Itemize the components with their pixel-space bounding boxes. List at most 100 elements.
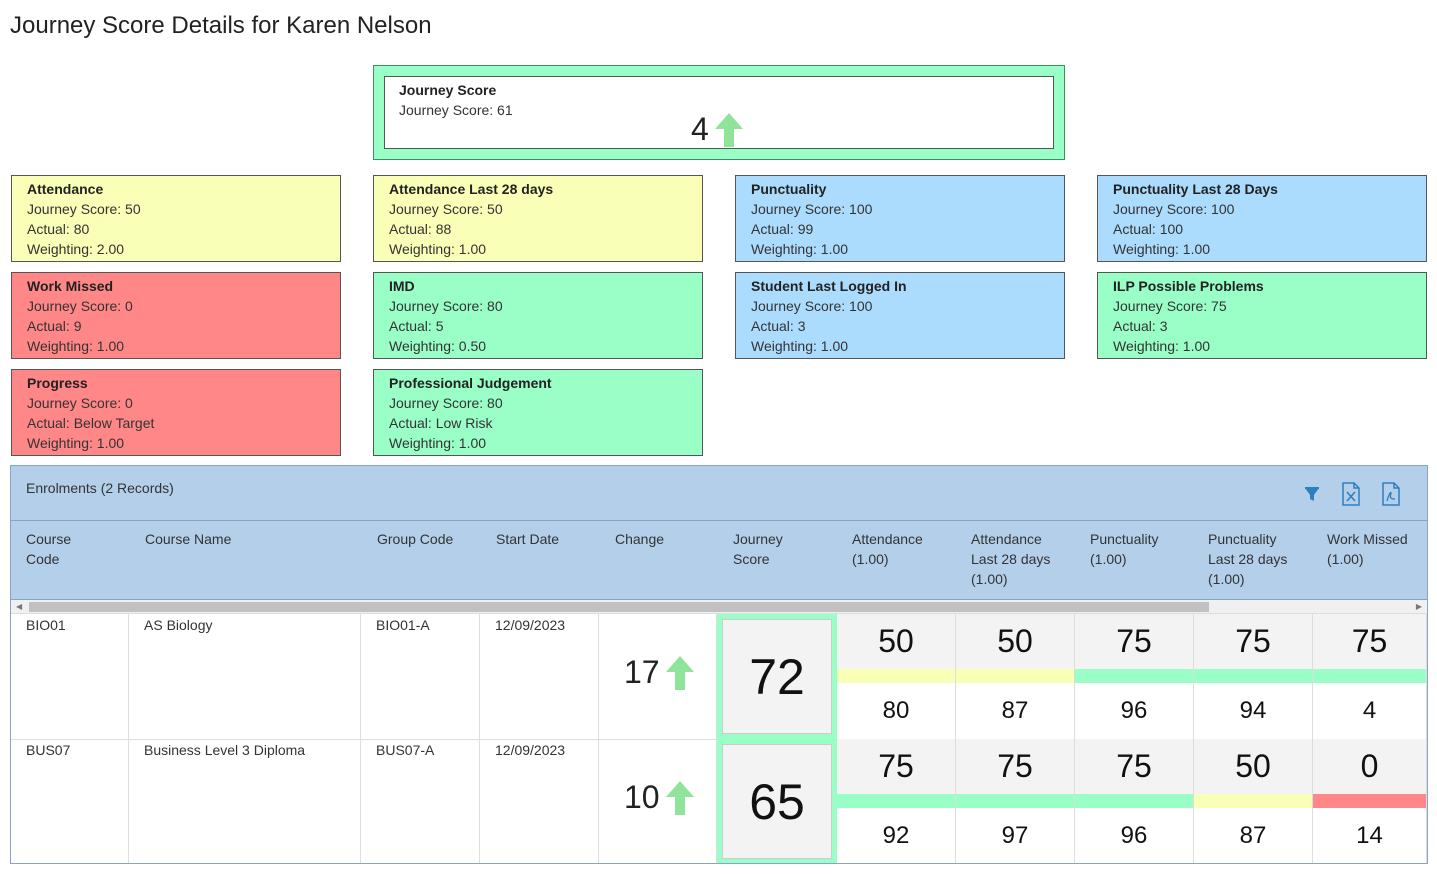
- column-header-punctuality-28[interactable]: Punctuality Last 28 days (1.00): [1208, 529, 1287, 589]
- metric-status-bar: [1075, 794, 1193, 808]
- course-name-cell: Business Level 3 Diploma: [129, 739, 361, 863]
- metric-actual: 94: [1239, 697, 1267, 724]
- column-header-course-name[interactable]: Course Name: [145, 529, 231, 549]
- scroll-right-icon[interactable]: ▶: [1415, 602, 1422, 611]
- metric-status-bar: [1313, 669, 1426, 683]
- scroll-thumb[interactable]: [29, 602, 1209, 612]
- enrolments-grid: Enrolments (2 Records) Course Code Course …: [10, 465, 1428, 864]
- column-header-line: Last 28 days: [971, 551, 1051, 567]
- column-header-group-code[interactable]: Group Code: [377, 529, 453, 549]
- metric-card-weighting: Weighting: 1.00: [27, 435, 125, 451]
- scroll-left-icon[interactable]: ◀: [16, 602, 23, 611]
- metric-card-title: Professional Judgement: [389, 375, 552, 391]
- metric-score: 75: [956, 739, 1074, 794]
- column-header-line: (1.00): [1208, 571, 1245, 587]
- arrow-up-icon: [665, 780, 694, 815]
- metric-card-title: Punctuality Last 28 Days: [1113, 181, 1278, 197]
- column-header-attendance[interactable]: Attendance (1.00): [852, 529, 923, 569]
- start-date-cell: 12/09/2023: [480, 614, 599, 739]
- column-header-line: Group Code: [377, 531, 454, 547]
- column-header-line: Journey: [733, 531, 783, 547]
- metric-card: ILP Possible Problems Journey Score: 75 Ac…: [1097, 272, 1427, 359]
- metric-card-journey-score: Journey Score: 100: [1113, 201, 1235, 217]
- metric-card: Attendance Last 28 days Journey Score: 50…: [373, 175, 703, 262]
- metric-card-journey-score: Journey Score: 0: [27, 395, 133, 411]
- excel-export-icon[interactable]: [1340, 482, 1362, 506]
- change-value: 17: [624, 654, 660, 690]
- change-cell: 17: [599, 614, 717, 739]
- metric-card-weighting: Weighting: 1.00: [389, 435, 487, 451]
- column-header-start-date[interactable]: Start Date: [496, 529, 559, 549]
- metric-actual: 92: [882, 822, 910, 849]
- pdf-export-icon[interactable]: [1380, 482, 1402, 506]
- metric-cell: 50 87: [956, 614, 1075, 739]
- change-value-group: 17: [624, 654, 694, 691]
- change-value: 10: [624, 779, 660, 815]
- journey-score-change: 4: [691, 111, 743, 148]
- column-header-line: Course: [26, 531, 72, 547]
- metric-cell: 75 4: [1313, 614, 1427, 739]
- metric-card-journey-score: Journey Score: 50: [27, 201, 141, 217]
- metric-card-title: Work Missed: [27, 278, 114, 294]
- metric-score: 75: [1075, 614, 1193, 669]
- metric-actual: 14: [1356, 822, 1383, 849]
- metric-card-actual: Actual: Low Risk: [389, 415, 493, 431]
- journey-score-box: 65: [717, 739, 837, 863]
- metric-status-bar: [837, 669, 955, 683]
- metric-status-bar: [1194, 669, 1312, 683]
- journey-score-inner: Journey Score Journey Score: 61 4: [384, 76, 1054, 149]
- metric-card: IMD Journey Score: 80 Actual: 5 Weighting: …: [373, 272, 703, 359]
- journey-score-box: 72: [717, 614, 837, 739]
- metric-actual: 87: [1001, 697, 1029, 724]
- metric-status-bar: [956, 669, 1074, 683]
- metric-card-weighting: Weighting: 1.00: [27, 338, 125, 354]
- column-header-work-missed[interactable]: Work Missed (1.00): [1327, 529, 1408, 569]
- metric-score: 75: [1075, 739, 1193, 794]
- journey-score-title: Journey Score: [399, 82, 497, 98]
- metric-card-actual: Actual: 3: [1113, 318, 1168, 334]
- metric-card-title: Student Last Logged In: [751, 278, 907, 294]
- metric-card-journey-score: Journey Score: 0: [27, 298, 133, 314]
- metric-cell: 50 80: [837, 614, 956, 739]
- metric-card-title: ILP Possible Problems: [1113, 278, 1264, 294]
- group-code-cell: BIO01-A: [361, 614, 480, 739]
- column-header-course-code[interactable]: Course Code: [26, 529, 71, 569]
- column-header-journey-score[interactable]: Journey Score: [733, 529, 783, 569]
- journey-score-value: 65: [722, 744, 832, 859]
- metric-status-bar: [956, 794, 1074, 808]
- metric-card-weighting: Weighting: 1.00: [1113, 338, 1211, 354]
- metric-cell: 75 94: [1194, 614, 1313, 739]
- metric-card-actual: Actual: 9: [27, 318, 82, 334]
- grid-title: Enrolments (2 Records): [26, 480, 174, 496]
- change-cell: 10: [599, 739, 717, 863]
- metric-card-title: Attendance Last 28 days: [389, 181, 554, 197]
- column-header-attendance-28[interactable]: Attendance Last 28 days (1.00): [971, 529, 1050, 589]
- column-header-change[interactable]: Change: [615, 529, 664, 549]
- filter-icon[interactable]: [1301, 482, 1323, 506]
- metric-card-title: Punctuality: [751, 181, 827, 197]
- table-row[interactable]: BUS07 Business Level 3 Diploma BUS07-A 12/0…: [11, 739, 1427, 863]
- horizontal-scrollbar[interactable]: ◀ ▶: [11, 600, 1427, 614]
- course-name-cell: AS Biology: [129, 614, 361, 739]
- arrow-up-icon: [665, 655, 694, 690]
- arrow-up-icon: [714, 112, 743, 147]
- metric-card-journey-score: Journey Score: 100: [751, 201, 873, 217]
- journey-score-value: Journey Score: 61: [399, 102, 513, 118]
- metric-actual: 87: [1239, 822, 1267, 849]
- metric-card-journey-score: Journey Score: 50: [389, 201, 503, 217]
- metric-card-weighting: Weighting: 0.50: [389, 338, 487, 354]
- metric-card: Punctuality Journey Score: 100 Actual: 99 W…: [735, 175, 1065, 262]
- change-value-group: 10: [624, 779, 694, 816]
- column-header-punctuality[interactable]: Punctuality (1.00): [1090, 529, 1158, 569]
- metric-card: Attendance Journey Score: 50 Actual: 80 Wei…: [11, 175, 341, 262]
- column-header-line: Punctuality: [1208, 531, 1277, 547]
- table-row[interactable]: BIO01 AS Biology BIO01-A 12/09/2023 17 72 50 80…: [11, 614, 1427, 740]
- metric-card-journey-score: Journey Score: 100: [751, 298, 873, 314]
- metric-card-actual: Actual: 3: [751, 318, 806, 334]
- column-header-line: (1.00): [1090, 551, 1127, 567]
- column-header-line: Punctuality: [1090, 531, 1159, 547]
- column-header-line: Attendance: [852, 531, 923, 547]
- metric-card: Work Missed Journey Score: 0 Actual: 9 Weig…: [11, 272, 341, 359]
- metric-actual: 80: [882, 697, 910, 724]
- column-header-line: Attendance: [971, 531, 1042, 547]
